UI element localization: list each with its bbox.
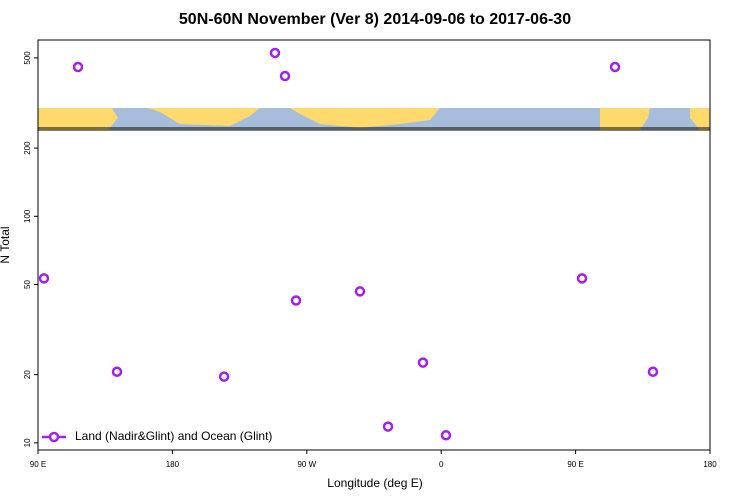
x-tick-label: 180	[703, 460, 717, 469]
point	[647, 366, 659, 377]
y-tick-label: 100	[23, 209, 32, 223]
plot-frame	[37, 39, 711, 451]
x-tick-label: 90 E	[30, 460, 46, 469]
point	[440, 430, 452, 441]
point	[382, 421, 394, 432]
point	[576, 273, 588, 284]
x-tick-label: 0	[439, 460, 444, 469]
x-tick-label: 90 W	[297, 460, 316, 469]
point	[38, 273, 50, 284]
chart-title: 50N-60N November (Ver 8) 2014-09-06 to 2…	[179, 11, 571, 28]
y-tick-label: 500	[23, 51, 32, 65]
point	[354, 286, 366, 297]
y-tick-label: 200	[23, 141, 32, 155]
point	[609, 61, 621, 73]
point	[279, 70, 291, 82]
x-axis-label: Longitude (deg E)	[327, 476, 422, 490]
y-tick-label: 50	[23, 280, 32, 289]
point	[417, 357, 429, 368]
point	[72, 61, 84, 73]
map-strip	[38, 108, 710, 130]
legend-label: Land (Nadir&Glint) and Ocean (Glint)	[75, 429, 272, 443]
point	[290, 295, 302, 306]
legend-marker	[48, 431, 60, 443]
point	[218, 371, 230, 382]
point	[111, 366, 123, 377]
x-tick-label: 90 E	[567, 460, 583, 469]
point	[269, 47, 281, 59]
y-axis-label: N Total	[0, 226, 12, 263]
y-tick-label: 10	[23, 438, 32, 447]
y-tick-label: 20	[23, 370, 32, 379]
x-tick-label: 180	[166, 460, 180, 469]
